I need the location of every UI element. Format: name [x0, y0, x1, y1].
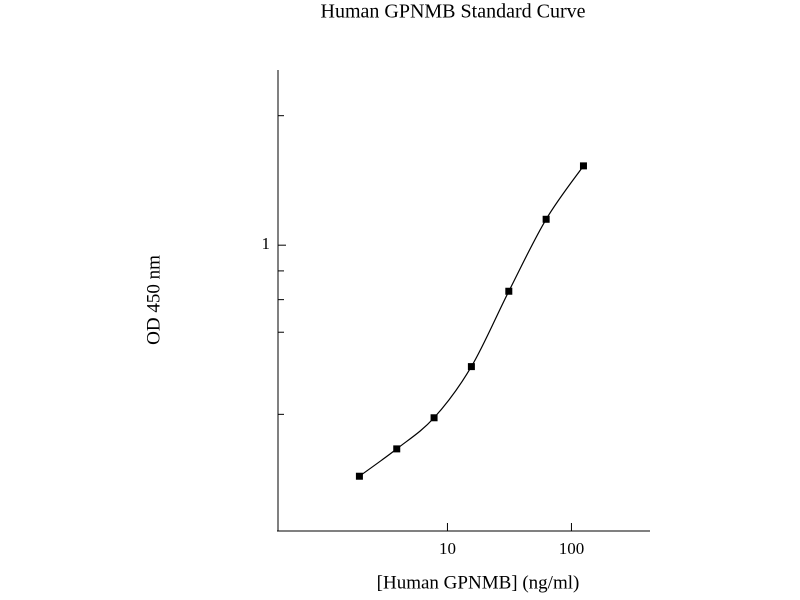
y-tick-label: 1	[262, 234, 271, 253]
point	[393, 445, 401, 453]
chart-title: Human GPNMB Standard Curve	[321, 1, 586, 23]
point	[505, 287, 513, 295]
x-axis-label: [Human GPNMB] (ng/ml)	[377, 572, 580, 593]
point	[467, 363, 475, 371]
point	[430, 414, 438, 422]
curve	[359, 165, 584, 477]
point	[355, 472, 363, 480]
x-tick-label: 100	[559, 539, 585, 558]
point	[579, 162, 587, 170]
x-tick-label: 10	[439, 539, 456, 558]
point	[542, 215, 550, 223]
y-axis-label: OD 450 nm	[143, 255, 164, 345]
